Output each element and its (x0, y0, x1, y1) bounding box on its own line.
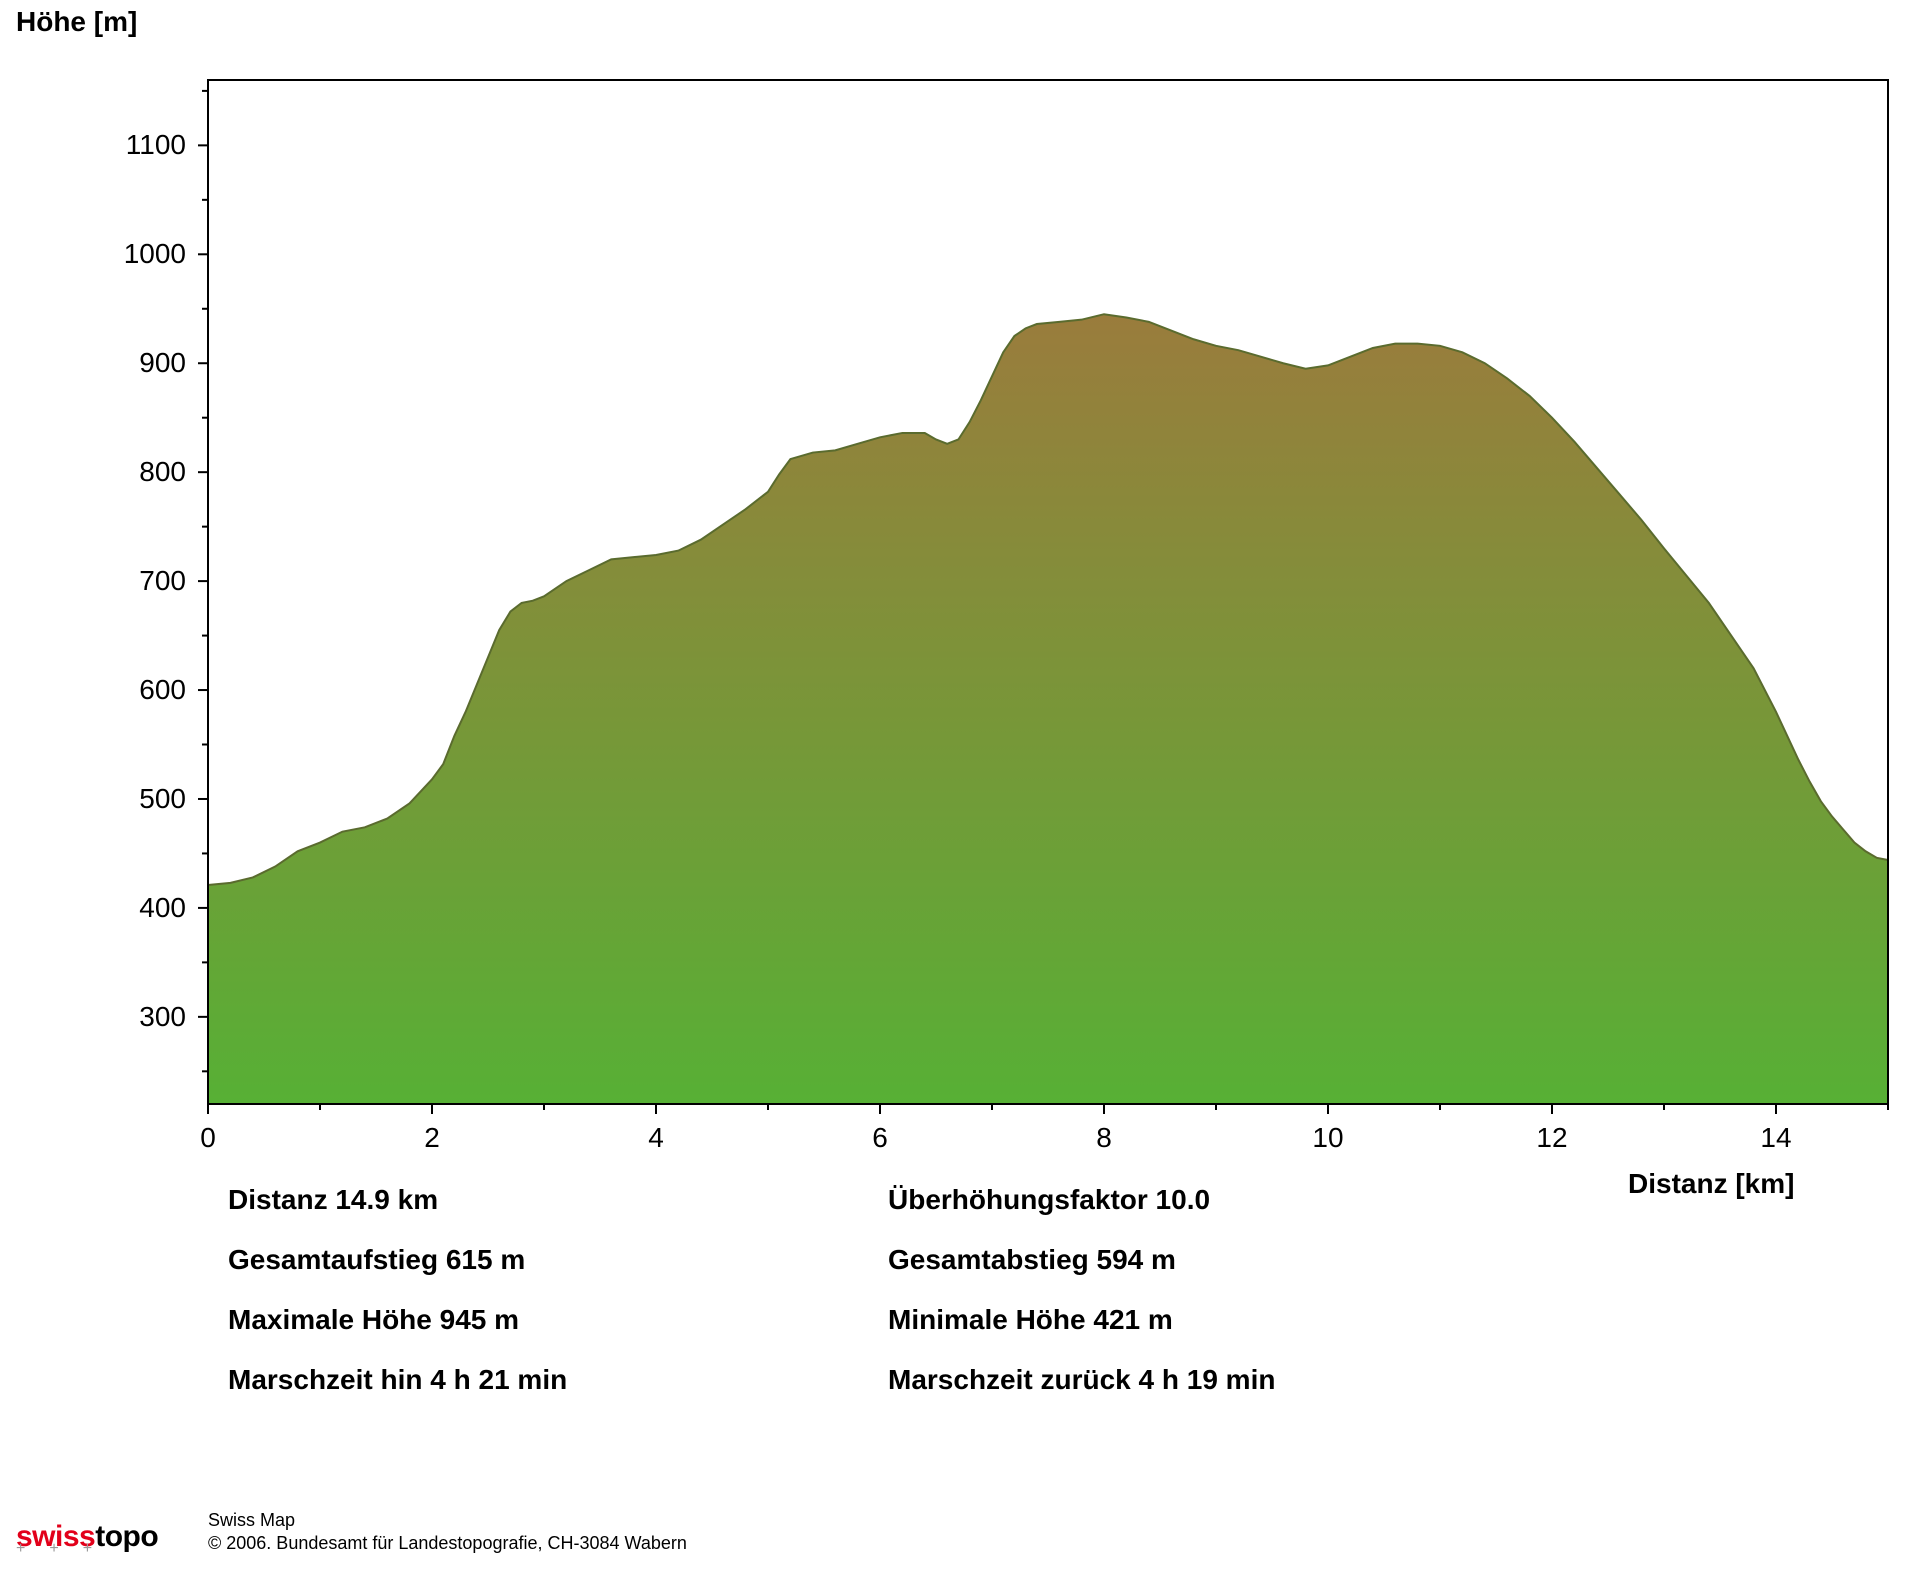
y-tick-label: 400 (139, 892, 186, 924)
footer-text: Swiss Map © 2006. Bundesamt für Landesto… (208, 1509, 687, 1554)
stat-row: Distanz 14.9 km (228, 1186, 567, 1214)
footer-line1: Swiss Map (208, 1509, 687, 1532)
y-tick-label: 1000 (124, 238, 186, 270)
x-tick-label: 0 (200, 1122, 216, 1154)
x-tick-label: 2 (424, 1122, 440, 1154)
x-tick-label: 14 (1760, 1122, 1791, 1154)
y-tick-label: 500 (139, 783, 186, 815)
stats-right: Überhöhungsfaktor 10.0 Gesamtabstieg 594 … (888, 1186, 1275, 1426)
stats-left: Distanz 14.9 km Gesamtaufstieg 615 m Maxim… (228, 1186, 567, 1426)
stat-row: Gesamtaufstieg 615 m (228, 1246, 567, 1274)
y-tick-label: 900 (139, 347, 186, 379)
elevation-chart (188, 60, 1908, 1124)
y-tick-label: 1100 (126, 129, 186, 161)
y-tick-label: 300 (139, 1001, 186, 1033)
x-tick-label: 8 (1096, 1122, 1112, 1154)
x-tick-label: 10 (1312, 1122, 1343, 1154)
x-tick-label: 12 (1536, 1122, 1567, 1154)
logo-crosses-icon: +++ (16, 1540, 116, 1558)
stat-row: Maximale Höhe 945 m (228, 1306, 567, 1334)
stat-row: Gesamtabstieg 594 m (888, 1246, 1275, 1274)
x-tick-label: 6 (872, 1122, 888, 1154)
footer-line2: © 2006. Bundesamt für Landestopografie, … (208, 1532, 687, 1555)
stat-row: Marschzeit hin 4 h 21 min (228, 1366, 567, 1394)
x-axis-title: Distanz [km] (1628, 1168, 1794, 1200)
footer: swisstopo +++ Swiss Map © 2006. Bundesam… (16, 1509, 687, 1554)
y-tick-label: 700 (139, 565, 186, 597)
stat-row: Marschzeit zurück 4 h 19 min (888, 1366, 1275, 1394)
stat-row: Überhöhungsfaktor 10.0 (888, 1186, 1275, 1214)
x-tick-label: 4 (648, 1122, 664, 1154)
stat-row: Minimale Höhe 421 m (888, 1306, 1275, 1334)
y-tick-label: 800 (139, 456, 186, 488)
y-tick-label: 600 (139, 674, 186, 706)
y-axis-title: Höhe [m] (16, 6, 137, 38)
